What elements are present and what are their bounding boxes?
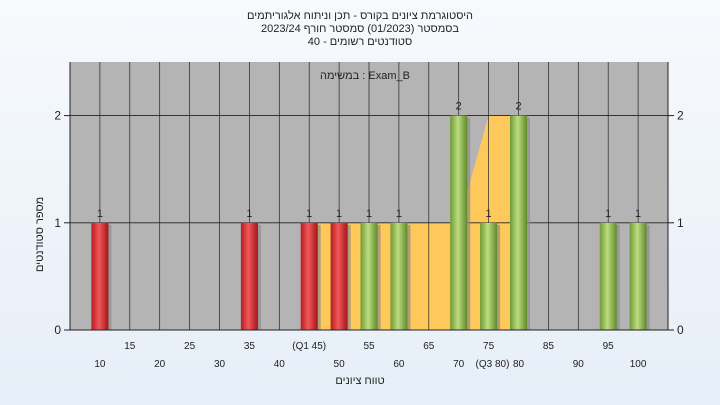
bar-value-label: 1 (605, 208, 611, 220)
bar-value-label: 1 (366, 208, 372, 220)
bar-value-label: 1 (486, 208, 492, 220)
x-tick-label-lower: 90 (573, 359, 585, 370)
x-tick-label-lower: 30 (214, 359, 226, 370)
chart-title-line-2: בסמסטר (01/2023) סמסטר חורף 2023/24 (260, 23, 460, 35)
bar-value-label: 2 (515, 101, 521, 113)
x-tick-label-lower: 20 (154, 359, 166, 370)
x-tick-label-lower: 100 (630, 359, 647, 370)
bar-value-label: 1 (246, 208, 252, 220)
task-annotation: במשימה : Exam_B (320, 70, 410, 82)
x-tick-label-upper: (Q1 45) (292, 341, 326, 352)
bar-value-label: 1 (97, 208, 103, 220)
x-tick-label-upper: 35 (244, 341, 256, 352)
x-tick-label-upper: 25 (184, 341, 196, 352)
bar-value-label: 1 (396, 208, 402, 220)
y-tick-label-left: 1 (54, 216, 61, 230)
bar (629, 222, 647, 330)
bar-value-label: 1 (635, 208, 641, 220)
bar (91, 222, 109, 330)
x-tick-label-lower: 10 (94, 359, 106, 370)
y-axis-label: מספר סטודנטים (34, 196, 46, 272)
x-tick-label-upper: 85 (543, 341, 555, 352)
x-tick-label-upper: 55 (363, 341, 375, 352)
bar-value-label: 1 (306, 208, 312, 220)
bar (360, 222, 378, 330)
y-tick-label-right: 1 (677, 216, 684, 230)
bar-value-label: 1 (336, 208, 342, 220)
x-tick-label-upper: 15 (124, 341, 136, 352)
x-axis-label: טווח ציונים (335, 375, 385, 387)
x-tick-label-upper: 75 (483, 341, 495, 352)
bar (300, 222, 318, 330)
bar (599, 222, 617, 330)
x-tick-label-lower: 80 (513, 359, 525, 370)
bar (480, 222, 498, 330)
bar (240, 222, 258, 330)
chart-title-line-3: סטודנטים רשומים - 40 (307, 36, 413, 48)
bar (330, 222, 348, 330)
x-tick-label-upper: 95 (603, 341, 615, 352)
y-tick-label-right: 0 (677, 323, 684, 337)
bar-value-label: 2 (456, 101, 462, 113)
bar (390, 222, 408, 330)
x-tick-label-lower: 50 (334, 359, 346, 370)
x-tick-label-lower: 60 (393, 359, 405, 370)
bar (510, 115, 527, 330)
y-tick-label-left: 2 (54, 109, 61, 123)
x-tick-label-lower: 70 (453, 359, 465, 370)
bar (450, 115, 468, 330)
q3-label: (Q3 80) (476, 359, 510, 370)
x-tick-label-upper: 65 (423, 341, 435, 352)
chart-title: היסטוגרמת ציונים בקורס - תכן וניתוח אלגו… (0, 10, 720, 49)
y-tick-label-right: 2 (677, 109, 684, 123)
x-tick-label-lower: 40 (274, 359, 286, 370)
chart-title-line-1: היסטוגרמת ציונים בקורס - תכן וניתוח אלגו… (246, 10, 474, 22)
y-tick-label-left: 0 (54, 323, 61, 337)
